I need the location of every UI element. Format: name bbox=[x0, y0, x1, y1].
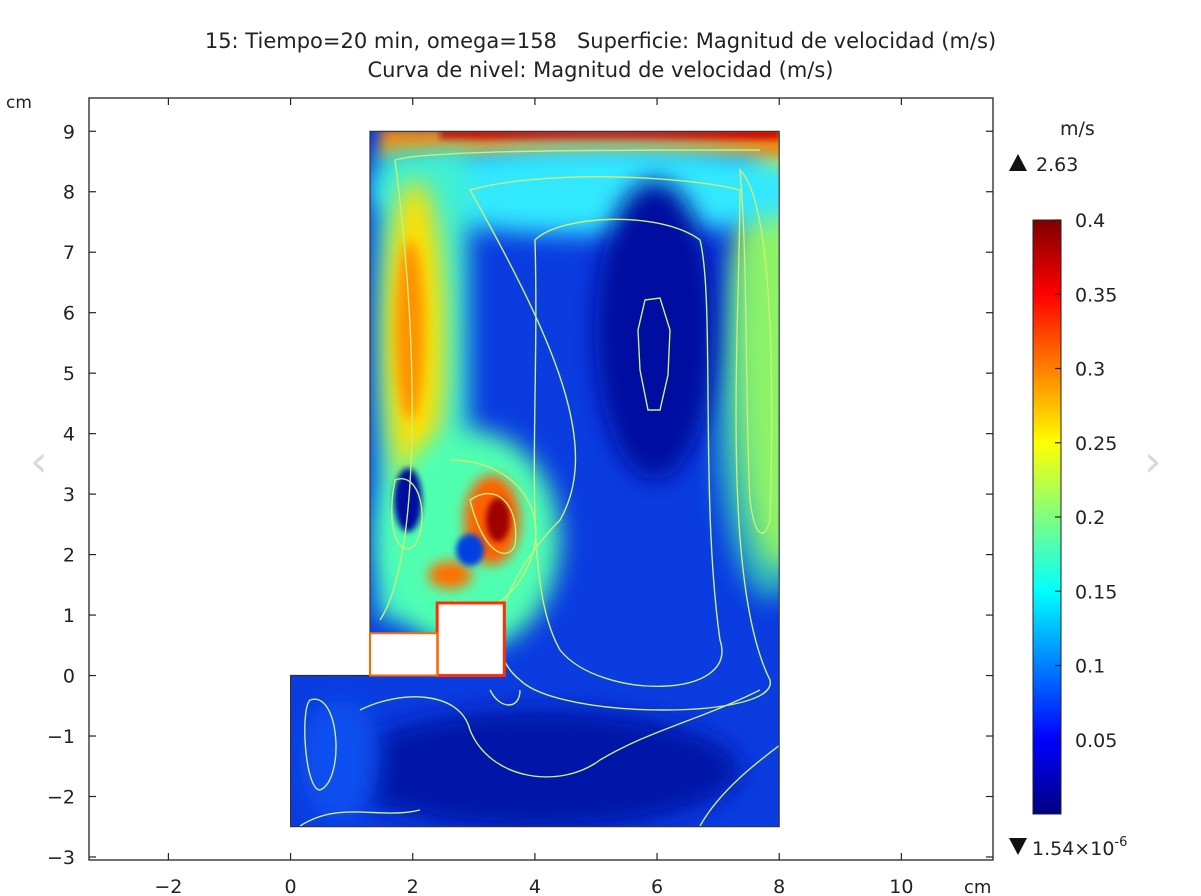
colorbar-tick-label: 0.25 bbox=[1075, 433, 1117, 455]
y-tick-label: 0 bbox=[63, 666, 75, 688]
contour-lines bbox=[299, 149, 780, 827]
obstacle bbox=[435, 601, 506, 678]
y-tick-label: 6 bbox=[63, 303, 75, 325]
y-tick-label: −2 bbox=[47, 787, 75, 809]
y-tick-label: 1 bbox=[63, 605, 75, 627]
x-tick-label: 4 bbox=[529, 876, 541, 896]
colorbar-tick-label: 0.35 bbox=[1075, 284, 1117, 306]
y-tick-label: 8 bbox=[63, 182, 75, 204]
x-tick-label: 8 bbox=[773, 876, 785, 896]
min-marker-icon bbox=[1009, 838, 1027, 855]
x-axis-unit: cm bbox=[964, 877, 991, 896]
y-tick-label: 2 bbox=[63, 545, 75, 567]
y-axis-unit: cm bbox=[6, 93, 32, 113]
chart-title: 15: Tiempo=20 min, omega=158 Superficie:… bbox=[204, 29, 997, 53]
colorbar-tick-label: 0.05 bbox=[1075, 730, 1117, 752]
colorbar-tick-label: 0.2 bbox=[1075, 507, 1105, 529]
colorbar-max-label: 2.63 bbox=[1036, 154, 1078, 176]
colorbar-tick-label: 0.3 bbox=[1075, 359, 1105, 381]
max-marker-icon bbox=[1009, 154, 1027, 171]
x-tick-label: 2 bbox=[407, 876, 419, 896]
y-tick-label: 4 bbox=[63, 424, 75, 446]
x-tick-label: −2 bbox=[154, 876, 182, 896]
velocity-field bbox=[290, 131, 780, 827]
colorbar-tick-label: 0.4 bbox=[1075, 210, 1105, 232]
colorbar-unit: m/s bbox=[1060, 118, 1095, 140]
colorbar: m/s 2.63 0.05 0.1 0.15 0.2 0.25 0.3 0.35 0.4 1.… bbox=[1009, 118, 1127, 860]
previous-arrow-icon[interactable]: ‹ bbox=[30, 436, 48, 487]
chart-subtitle: Curva de nivel: Magnitud de velocidad (m… bbox=[367, 58, 834, 82]
colorbar-tick-label: 0.1 bbox=[1075, 656, 1105, 678]
y-tick-label: 7 bbox=[63, 242, 75, 264]
x-tick-label: 10 bbox=[889, 876, 913, 896]
colorbar-tick-label: 0.15 bbox=[1075, 581, 1117, 603]
x-tick-label: 6 bbox=[651, 876, 663, 896]
y-tick-label: 3 bbox=[63, 484, 75, 506]
plot-frame bbox=[88, 97, 994, 861]
next-arrow-icon[interactable]: › bbox=[1144, 436, 1162, 487]
y-tick-label: −3 bbox=[47, 847, 75, 869]
y-tick-label: 5 bbox=[63, 363, 75, 385]
y-tick-label: −1 bbox=[47, 726, 75, 748]
x-tick-label: 0 bbox=[285, 876, 297, 896]
inlet-notch bbox=[369, 632, 439, 677]
y-tick-label: 9 bbox=[63, 121, 75, 143]
colorbar-min-label: 1.54×10-6 bbox=[1032, 835, 1127, 860]
